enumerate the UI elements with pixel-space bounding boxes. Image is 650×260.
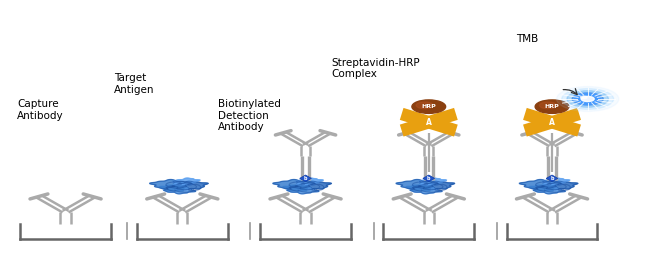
- Polygon shape: [519, 180, 562, 188]
- Circle shape: [567, 91, 608, 107]
- Polygon shape: [396, 180, 438, 188]
- Circle shape: [416, 102, 433, 109]
- Circle shape: [540, 102, 556, 109]
- Polygon shape: [530, 185, 554, 191]
- Text: A: A: [426, 118, 432, 127]
- Polygon shape: [160, 185, 184, 191]
- Polygon shape: [287, 187, 319, 194]
- Circle shape: [581, 96, 594, 102]
- Text: Streptavidin-HRP
Complex: Streptavidin-HRP Complex: [332, 57, 420, 79]
- Polygon shape: [419, 181, 454, 190]
- Text: TMB: TMB: [516, 34, 539, 44]
- Circle shape: [562, 89, 614, 109]
- Polygon shape: [419, 178, 447, 185]
- Polygon shape: [406, 185, 430, 191]
- Text: b: b: [304, 176, 307, 181]
- Text: Target
Antigen: Target Antigen: [114, 73, 155, 95]
- Polygon shape: [283, 185, 307, 191]
- Text: b: b: [551, 176, 554, 181]
- Polygon shape: [172, 181, 208, 190]
- Circle shape: [575, 94, 601, 104]
- Text: Capture
Antibody: Capture Antibody: [17, 99, 64, 121]
- Polygon shape: [173, 178, 200, 185]
- Polygon shape: [533, 187, 566, 194]
- Circle shape: [580, 96, 587, 99]
- Polygon shape: [546, 175, 558, 182]
- Text: HRP: HRP: [421, 104, 436, 109]
- Text: b: b: [427, 176, 430, 181]
- Circle shape: [412, 100, 446, 113]
- Polygon shape: [541, 181, 578, 190]
- Polygon shape: [150, 180, 192, 188]
- Polygon shape: [423, 175, 435, 182]
- Text: A: A: [549, 118, 555, 127]
- Polygon shape: [164, 187, 196, 194]
- Circle shape: [556, 87, 619, 111]
- Circle shape: [535, 100, 569, 113]
- Text: HRP: HRP: [545, 104, 560, 109]
- Polygon shape: [295, 181, 332, 190]
- Polygon shape: [273, 180, 315, 188]
- Text: Biotinylated
Detection
Antibody: Biotinylated Detection Antibody: [218, 99, 281, 132]
- Circle shape: [572, 93, 603, 105]
- Polygon shape: [410, 187, 442, 194]
- Polygon shape: [542, 178, 569, 185]
- Polygon shape: [296, 178, 323, 185]
- Polygon shape: [300, 175, 311, 182]
